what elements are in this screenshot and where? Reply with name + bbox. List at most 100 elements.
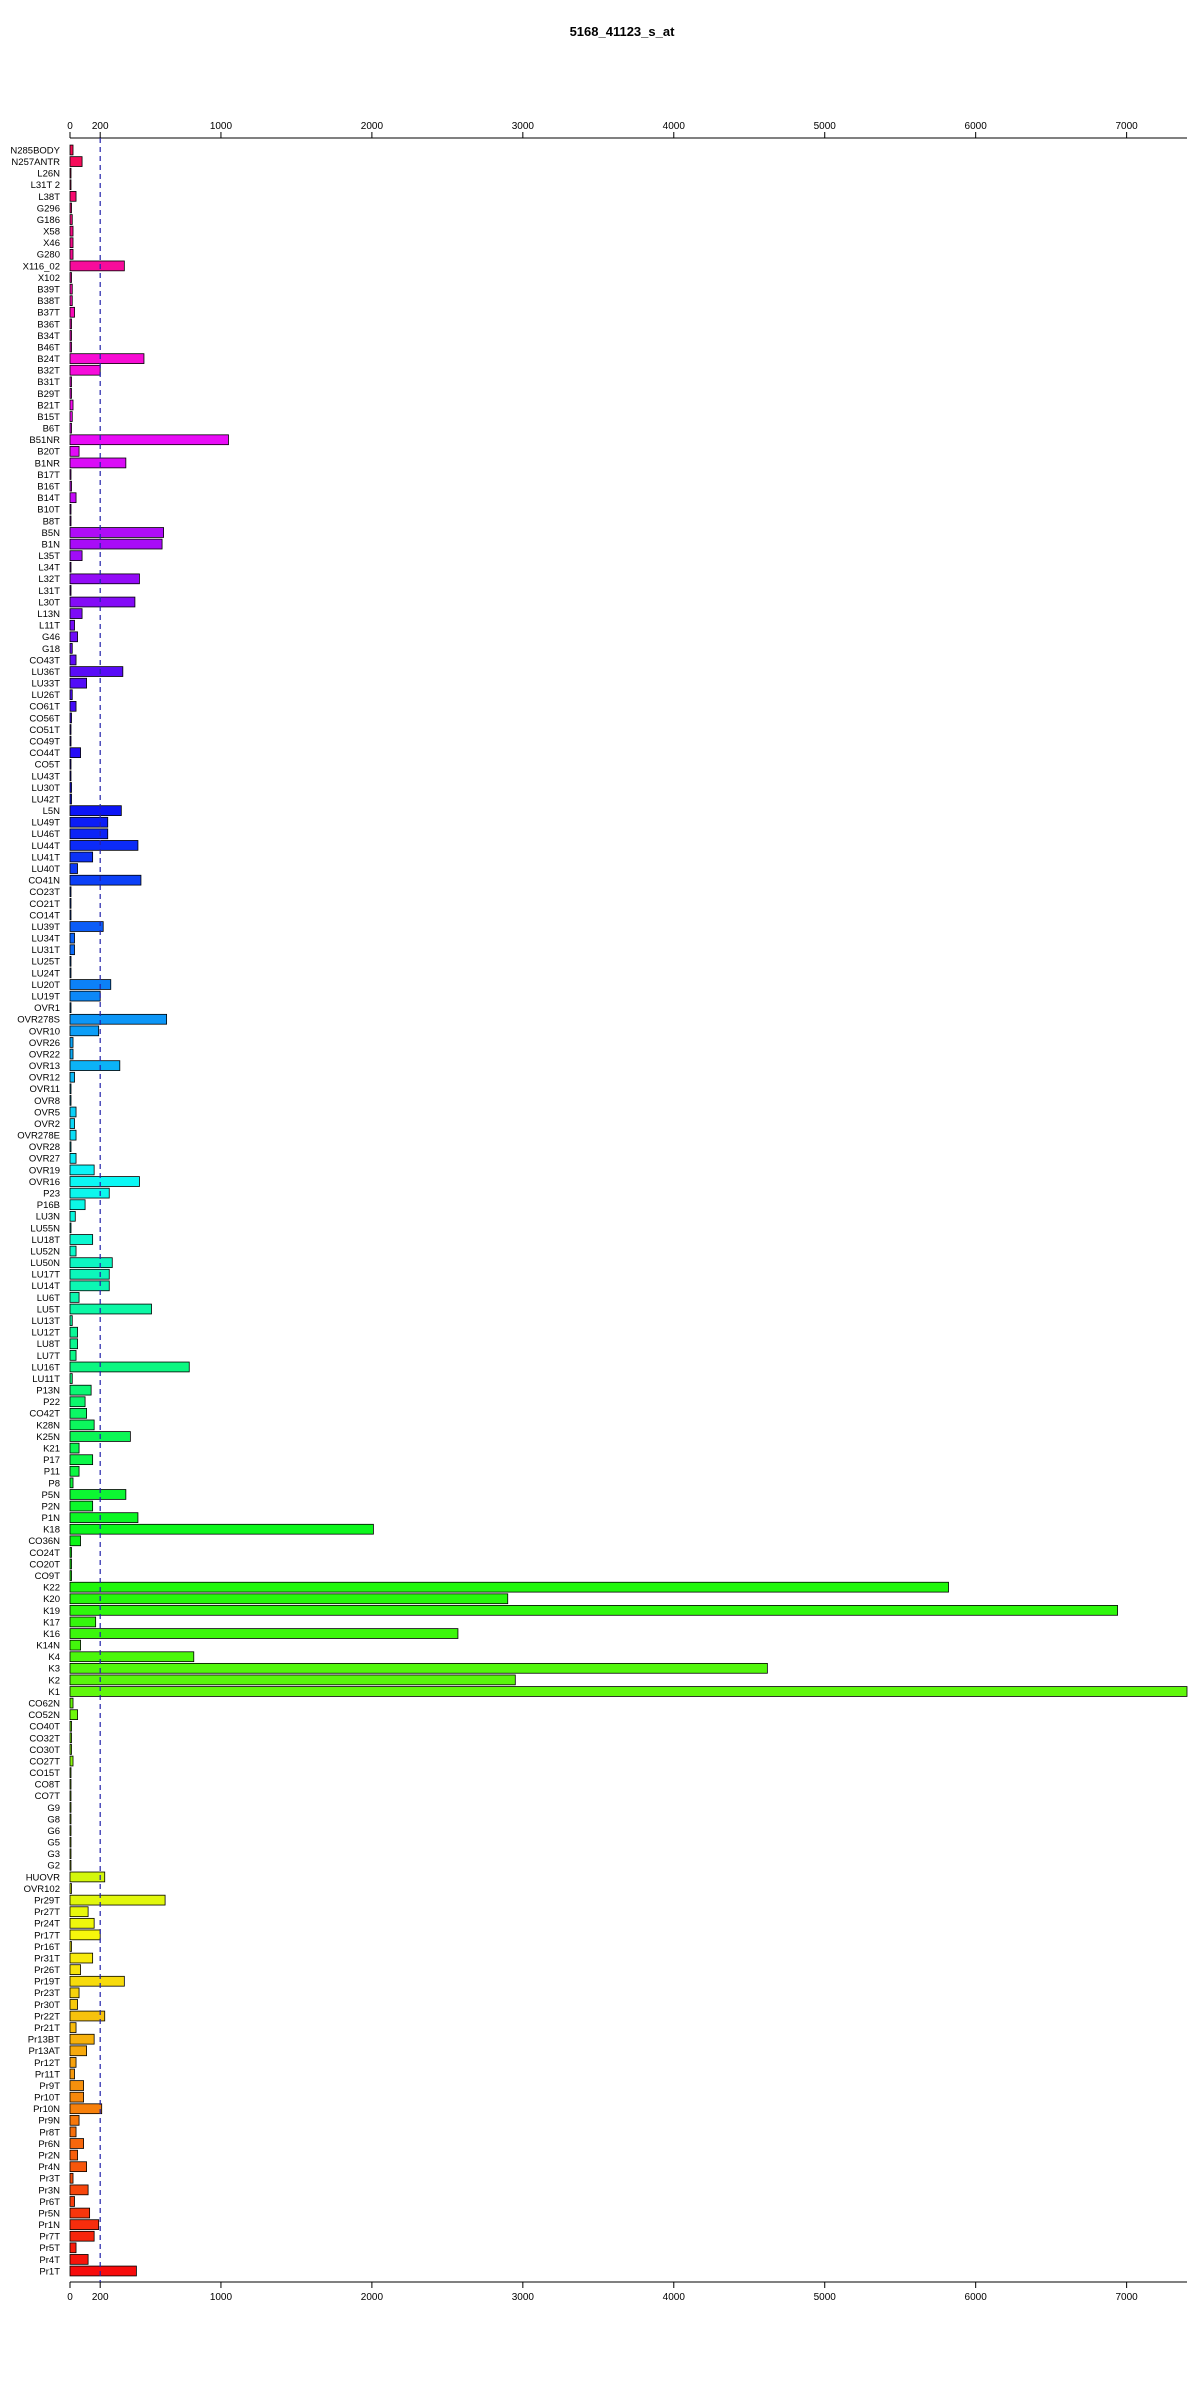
bar [69,179,72,191]
bar [69,2219,100,2230]
bar [69,701,77,712]
bar [69,1547,72,1558]
category-label: B29T [37,389,60,400]
category-label: OVR26 [29,1038,60,1049]
category-label: CO5T [35,760,61,771]
category-label: LU3N [36,1212,60,1223]
bar [69,1002,72,1014]
bar [69,1593,509,1605]
bar [69,2033,95,2045]
category-label: Pr3N [38,2185,60,2196]
bar [69,1187,110,1199]
category-label: LU25T [31,957,60,968]
category-label: P5N [42,1490,61,1501]
category-label: CO14T [29,910,60,921]
category-label: CO7T [35,1791,61,1802]
bar [69,1442,80,1454]
bar [69,1906,89,1918]
bar [69,1697,74,1709]
category-label: Pr17T [34,1930,60,1941]
bar [69,1744,72,1755]
bar [69,1048,74,1060]
category-label: OVR19 [29,1165,60,1176]
category-label: P8 [48,1478,60,1489]
bar [69,770,72,782]
category-label: B37T [37,308,60,319]
category-label: B34T [37,331,60,342]
category-label: CO42T [29,1409,60,1420]
category-label: Pr31T [34,1953,60,1964]
category-label: P2N [42,1501,61,1512]
category-label: LU19T [31,991,60,1002]
category-label: LU55N [30,1223,60,1234]
bar [69,2103,103,2115]
category-label: B14T [37,493,60,504]
category-label: Pr27T [34,1907,60,1918]
bar [69,167,72,179]
bar [69,1871,106,1883]
bar [69,434,229,446]
bar [69,863,78,874]
bar [69,1570,72,1581]
bar [69,1628,459,1639]
bar [69,492,77,504]
category-label: LU42T [31,794,60,805]
category-label: CO56T [29,713,60,724]
category-label: OVR102 [24,1884,60,1895]
bar [69,1767,72,1778]
bar [69,1477,74,1489]
bar [69,967,72,979]
bar [69,909,72,921]
bar [69,828,109,840]
bar [69,1071,75,1083]
category-label: CO62N [28,1698,60,1709]
bar [69,1326,78,1338]
category-label: OVR278E [17,1131,60,1142]
category-label: Pr23T [34,1988,60,1999]
bar [69,1210,76,1222]
category-label: CO41N [28,876,60,887]
category-label: Pr1T [39,2266,60,2277]
category-label: P23 [43,1189,60,1200]
category-label: G296 [37,203,60,214]
category-label: Pr6T [39,2197,60,2208]
category-label: K1 [48,1687,60,1698]
bar [69,2057,77,2068]
bar [69,654,77,666]
bar [69,2126,77,2138]
category-label: B17T [37,470,60,481]
category-label: CO27T [29,1756,60,1767]
category-label: CO15T [29,1768,60,1779]
category-label: LU14T [31,1281,60,1292]
bar [69,2265,137,2277]
bar [69,585,72,596]
bar [69,283,73,295]
bar [69,1836,72,1848]
category-label: LU49T [31,818,60,829]
category-label: L31T 2 [31,180,60,191]
bar [69,144,74,156]
tick-label: 200 [92,2292,109,2303]
bar [69,1523,374,1535]
category-label: K16 [43,1629,60,1640]
category-label: G6 [47,1826,60,1837]
category-label: Pr24T [34,1919,60,1930]
category-label: CO40T [29,1722,60,1733]
bar [69,2196,75,2207]
category-label: B24T [37,354,60,365]
bars-group [69,144,1188,2277]
category-label: B16T [37,482,60,493]
category-label: OVR10 [29,1026,60,1037]
bar [69,399,74,411]
bar [69,643,73,654]
category-label: K22 [43,1583,60,1594]
tick-label: 2000 [361,121,384,132]
category-label: G46 [42,632,60,643]
category-label: B46T [37,342,60,353]
bar [69,689,73,701]
category-label: K3 [48,1664,60,1675]
category-label: CO44T [29,748,60,759]
bar [69,561,72,573]
bar [69,1037,74,1048]
category-label: Pr16T [34,1942,60,1953]
